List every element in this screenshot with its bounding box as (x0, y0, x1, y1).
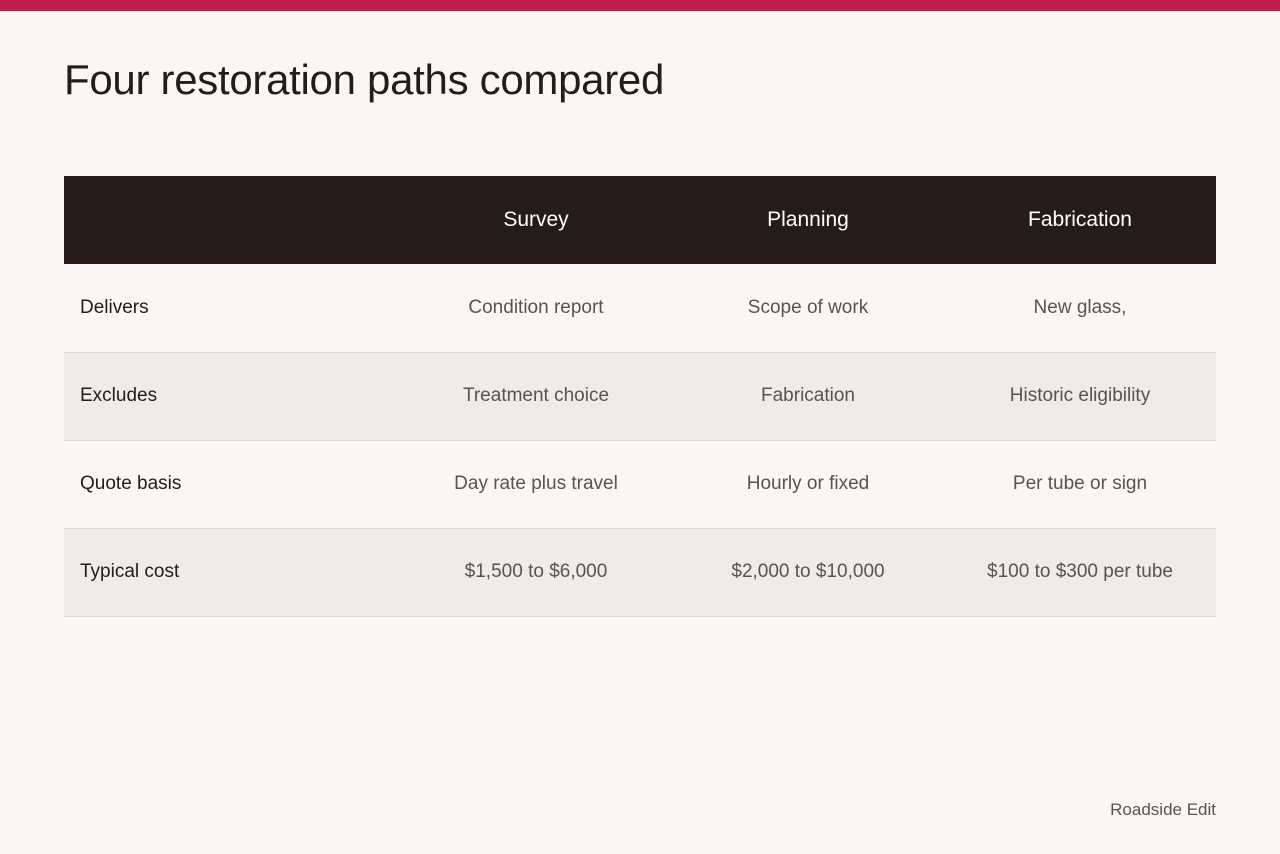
table-cell: $100 to $300 per tube (987, 561, 1173, 582)
table-cell: $2,000 to $10,000 (731, 561, 885, 582)
row-label: Quote basis (80, 473, 182, 494)
table-cell: Scope of work (747, 296, 869, 318)
table-cell: $1,500 to $6,000 (464, 561, 608, 582)
column-header-empty (64, 176, 400, 264)
table-row-delivers: Delivers Condition report Scope of work … (64, 264, 1216, 352)
table-cell: Fabrication (761, 385, 855, 406)
top-accent-bar (0, 0, 1280, 11)
table-cell: Hourly or fixed (746, 473, 870, 494)
row-label: Excludes (80, 385, 158, 406)
table-cell: Historic eligibility (1009, 385, 1151, 406)
footer-brand: Roadside Edit (1110, 800, 1216, 819)
table-row-typical-cost: Typical cost $1,500 to $6,000 $2,000 to … (64, 528, 1216, 616)
table-row-excludes: Excludes Treatment choice Fabrication Hi… (64, 352, 1216, 440)
row-label: Delivers (80, 296, 149, 318)
table-cell: New glass, (1033, 296, 1127, 318)
table-cell: Day rate plus travel (454, 473, 618, 494)
column-header-planning: Planning (767, 208, 849, 231)
table-cell: Treatment choice (462, 385, 610, 406)
column-header-survey: Survey (503, 208, 569, 231)
table-row-quote-basis: Quote basis Day rate plus travel Hourly … (64, 440, 1216, 528)
table-cell: Per tube or sign (1012, 473, 1148, 494)
table-header-row: Survey Planning Fabrication (64, 176, 1216, 264)
column-header-fabrication: Fabrication (1028, 208, 1132, 231)
table-cell: Condition report (468, 296, 604, 318)
page-title: Four restoration paths compared (64, 56, 665, 103)
row-label: Typical cost (80, 561, 180, 582)
comparison-table: Survey Planning Fabrication Delivers Con… (64, 176, 1216, 617)
